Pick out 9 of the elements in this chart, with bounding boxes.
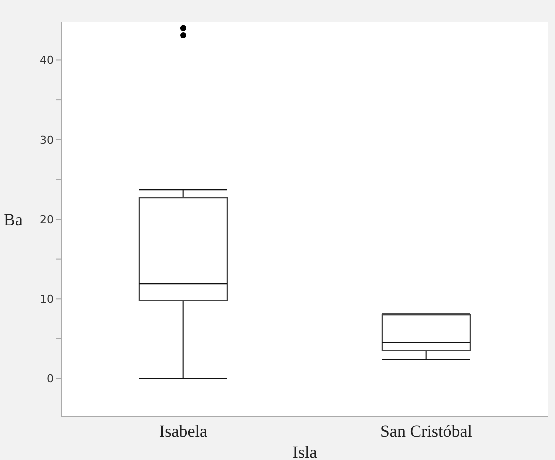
x-tick-label: Isabela (159, 422, 208, 442)
y-tick-label: 40 (40, 54, 54, 68)
y-tick-label: 30 (40, 134, 54, 147)
x-tick-label: San Cristóbal (380, 422, 473, 442)
y-tick-label: 0 (47, 372, 54, 386)
y-tick-label: 20 (40, 213, 54, 226)
y-tick-label: 10 (40, 293, 54, 306)
x-axis-title: Isla (292, 443, 318, 460)
y-axis-title: Ba (4, 210, 24, 230)
